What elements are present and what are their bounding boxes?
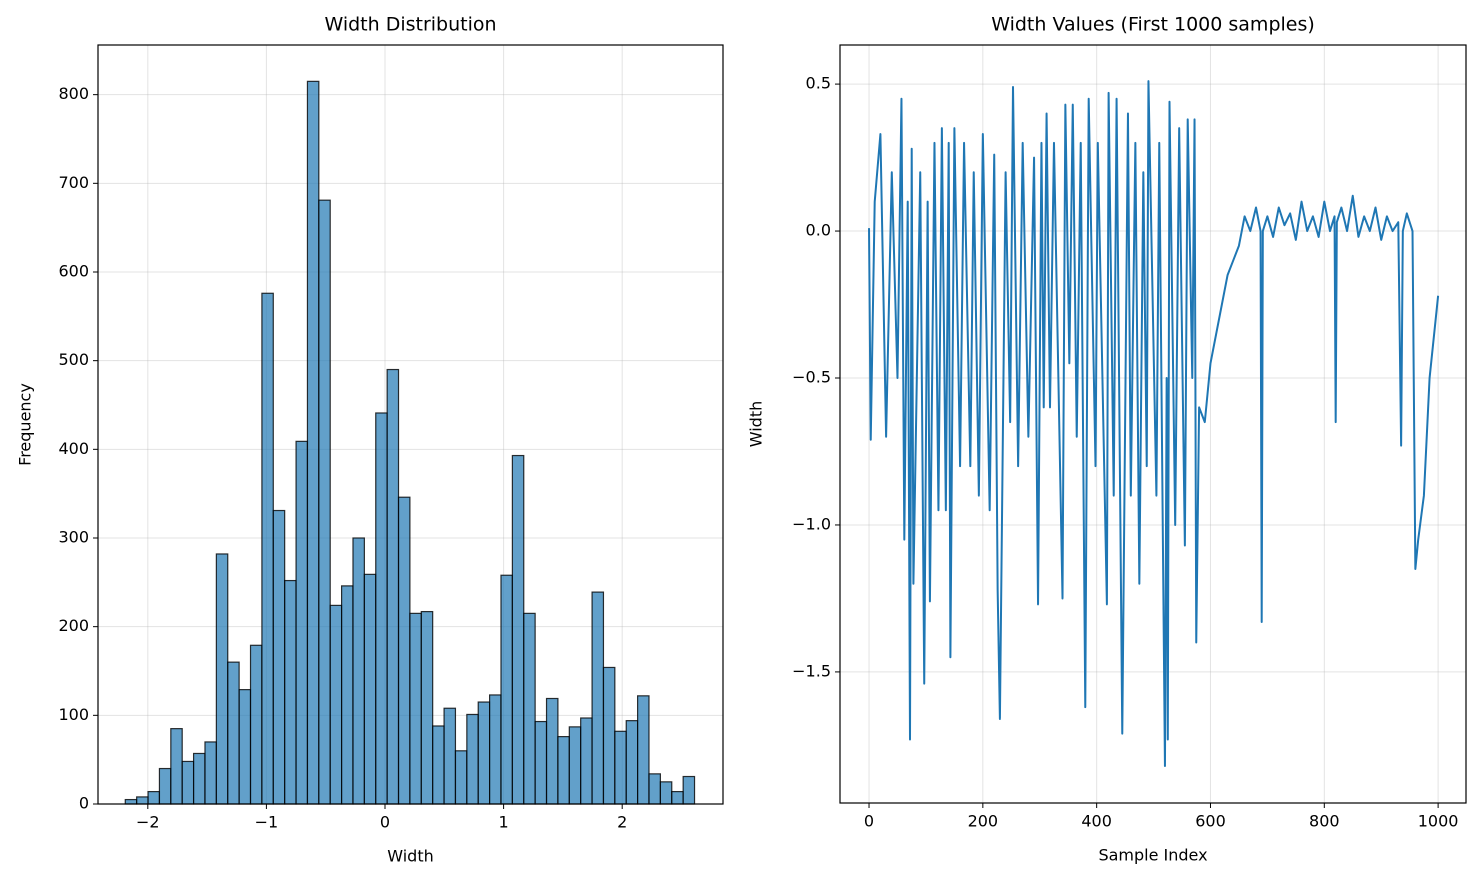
histogram-bar — [238, 689, 252, 805]
histogram-bar — [204, 741, 217, 805]
x-tick-label: 0 — [864, 812, 874, 831]
y-tick-label: 100 — [58, 705, 89, 724]
histogram-bar — [329, 604, 343, 805]
histogram-bar — [409, 612, 422, 805]
histogram-bar — [136, 796, 149, 805]
histogram-bar — [318, 199, 331, 805]
histogram-bar — [432, 725, 445, 805]
data-line — [868, 80, 1440, 767]
y-axis-label: Frequency — [16, 383, 35, 466]
histogram-bar — [340, 585, 354, 805]
histogram-bar — [568, 726, 582, 805]
histogram-bar — [580, 717, 593, 805]
x-axis-label: Width — [387, 847, 433, 866]
histogram-bar — [591, 591, 605, 805]
histogram-bar — [386, 368, 400, 805]
histogram-bar — [534, 720, 548, 805]
histogram-bar — [523, 612, 536, 805]
x-tick-label: −1 — [255, 813, 279, 832]
y-tick-label: 500 — [58, 350, 89, 369]
histogram-bar — [443, 707, 457, 805]
chart-title: Width Distribution — [324, 14, 496, 36]
histogram-bar — [637, 695, 650, 805]
x-tick-label: 0 — [380, 813, 390, 832]
x-tick-label: 200 — [968, 812, 999, 831]
histogram-bar — [352, 537, 365, 805]
histogram-bar — [454, 750, 468, 805]
y-tick-label: 0.5 — [806, 74, 831, 93]
histogram-bar — [489, 694, 502, 805]
y-tick-label: 0 — [79, 794, 89, 813]
x-tick-label: 1000 — [1418, 812, 1459, 831]
histogram-bar — [192, 752, 206, 805]
axes-frame — [839, 44, 1467, 804]
x-tick-label: −2 — [136, 813, 160, 832]
histogram-bar — [557, 736, 570, 805]
y-tick-label: 0.0 — [806, 221, 831, 240]
y-axis-label: Width — [747, 401, 766, 447]
histogram-bar — [284, 579, 297, 805]
histogram-bar — [602, 666, 616, 805]
x-tick-label: 600 — [1195, 812, 1226, 831]
y-tick-label: 400 — [58, 439, 89, 458]
x-tick-label: 1 — [499, 813, 509, 832]
histogram-bar — [181, 760, 195, 805]
histogram-bar — [158, 767, 172, 805]
y-tick-label: 600 — [58, 261, 89, 280]
y-tick-label: 800 — [58, 84, 89, 103]
histogram-bar — [227, 661, 240, 805]
histogram-bar — [261, 292, 274, 805]
histogram-bar — [511, 454, 525, 805]
axes-frame — [97, 44, 724, 805]
histogram-bar — [295, 440, 309, 805]
histogram-bar — [682, 775, 696, 805]
histogram-bar — [420, 610, 434, 805]
x-tick-label: 2 — [617, 813, 627, 832]
histogram-bar — [648, 773, 661, 805]
histogram-bar — [500, 574, 513, 805]
y-tick-label: −1.0 — [792, 514, 831, 533]
histogram-bar — [170, 728, 183, 805]
histogram-bar — [625, 720, 639, 805]
histogram-bar — [363, 573, 377, 805]
y-tick-label: −1.5 — [792, 661, 831, 680]
x-axis-label: Sample Index — [1098, 846, 1207, 865]
histogram-bar — [614, 730, 627, 805]
histogram-bar — [306, 80, 320, 805]
histogram-bar — [147, 790, 161, 805]
y-tick-label: −0.5 — [792, 368, 831, 387]
histogram-bar — [215, 553, 229, 805]
histogram-bar — [272, 509, 286, 805]
histogram-bar — [375, 412, 388, 805]
histogram-bar — [466, 713, 479, 805]
histogram-bar — [671, 790, 684, 805]
y-tick-label: 200 — [58, 616, 89, 635]
y-tick-label: 300 — [58, 527, 89, 546]
histogram-bar — [477, 701, 491, 805]
y-tick-label: 700 — [58, 173, 89, 192]
histogram-bar — [397, 496, 411, 805]
x-tick-label: 800 — [1309, 812, 1340, 831]
histogram-bar — [249, 644, 263, 805]
histogram-bar — [124, 798, 138, 805]
x-tick-label: 400 — [1081, 812, 1112, 831]
histogram-bar — [545, 697, 559, 805]
histogram-bar — [659, 781, 673, 805]
chart-title: Width Values (First 1000 samples) — [991, 14, 1315, 36]
